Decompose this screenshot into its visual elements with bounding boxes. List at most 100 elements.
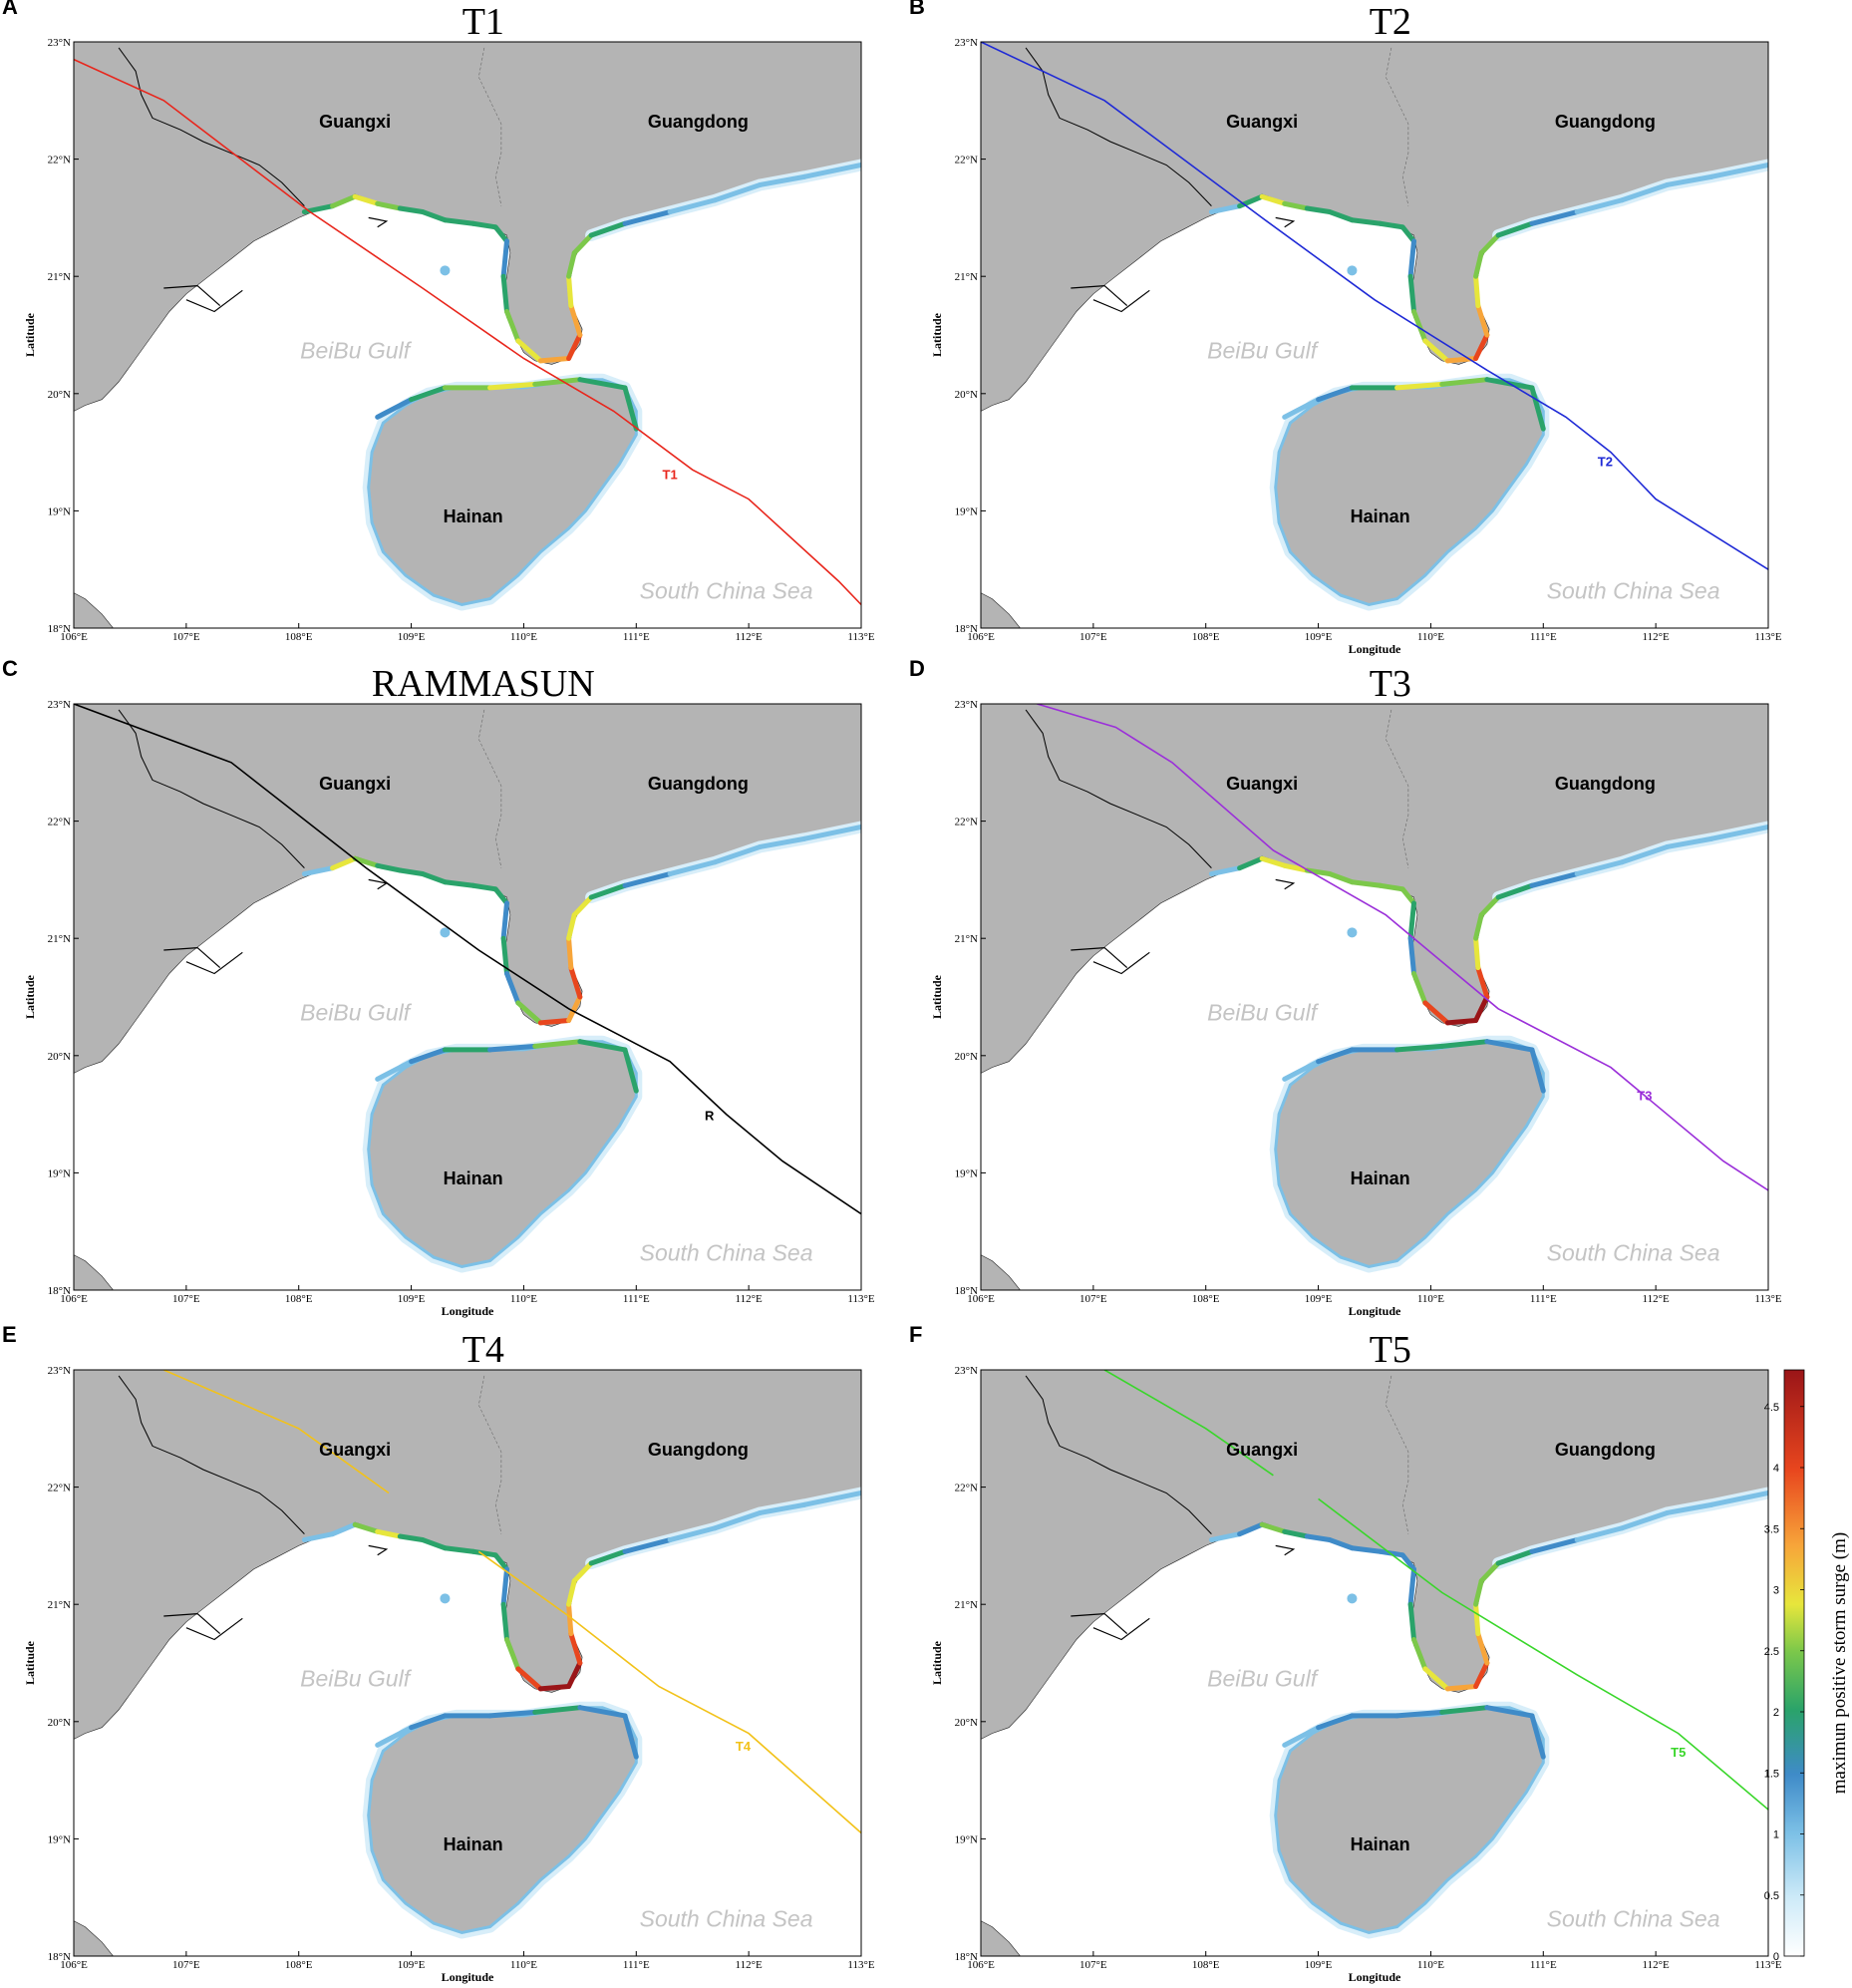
weizhou-islet [440,1593,451,1604]
leizhou-surge-coast [1473,912,1484,941]
country-border [118,1375,305,1534]
hainan-north-surge-coast [1484,1705,1535,1719]
island-cluster [1092,289,1150,313]
guangxi-surge-coast [1327,209,1355,223]
label-hainan: Hainan [1351,1834,1410,1854]
panel-title: T1 [463,1,504,43]
leizhou-surge-coast [566,994,583,1024]
guangxi-surge-coast [397,867,426,877]
map-area: Guangxi Guangdong Hainan BeiBu Gulf South Ch… [981,42,1768,628]
hainan-north-surge-coast [622,1047,639,1094]
hainan-north-surge-coast [622,1713,639,1760]
leizhou-surge-coast [500,238,509,279]
colorbar-tick-label: 0.5 [1764,1890,1779,1902]
hainan-north-surge-coast [1394,1043,1445,1053]
leizhou-surge-coast [1478,894,1501,918]
leizhou-surge-coast [1411,1636,1428,1672]
leizhou-surge-coast [1473,332,1490,362]
y-tick-label: 20°N [48,1051,71,1063]
guangdong-surge-coast [1619,181,1670,203]
guangxi-surge-coast [442,879,476,888]
panels-layer: Guangxi Guangdong Hainan BeiBu Gulf South Ch… [2,0,1782,1984]
island-cluster [1071,284,1128,307]
y-tick-label: 19°N [955,1833,978,1845]
leizhou-surge-coast [1407,238,1416,279]
typhoon-track [1037,704,1768,1191]
axes-frame [73,703,862,1291]
guangxi-surge-coast [1304,867,1333,877]
leizhou-surge-coast [500,1566,509,1607]
panel-letter: D [909,656,925,681]
y-tick-label: 19°N [48,1167,71,1179]
y-tick-label: 18°N [955,623,978,635]
hainan-north-surge-coast [532,1039,583,1049]
x-tick-label: 106°E [60,1959,88,1971]
label-beibu-gulf: BeiBu Gulf [300,338,413,364]
leizhou-surge-coast [566,332,583,362]
guangdong-surge-coast [1619,1509,1670,1531]
typhoon-track [981,42,1768,570]
guangdong-surge-coast [1709,824,1768,841]
guangdong-surge-coast [1709,1490,1768,1507]
guangxi-surge-coast [1378,220,1405,230]
hainan-north-surge-coast [1394,1709,1445,1719]
guangxi-surge-coast [301,865,336,877]
guangxi-surge-coast [492,224,509,244]
guangxi-surge-coast [470,882,498,892]
y-axis-title: Latitude [930,974,944,1019]
weizhou-islet [440,927,451,938]
label-guangdong: Guangdong [648,774,749,794]
x-axis-title: Longitude [1349,1304,1401,1318]
x-tick-label: 106°E [967,1959,995,1971]
y-tick-label: 23°N [48,37,71,49]
guangxi-surge-coast [1282,862,1310,873]
island-cluster [368,1544,389,1556]
guangdong-surge-coast [1709,162,1768,179]
guangdong-surge-coast [1529,871,1580,888]
leizhou-surge-coast [537,356,572,364]
label-south-china-sea: South China Sea [640,1906,813,1932]
colorbar-tick-label: 1 [1773,1829,1779,1841]
hainan-north-surge-coast [532,1705,583,1715]
x-axis-title: Longitude [442,1304,494,1318]
x-tick-label: 107°E [172,631,200,643]
hainan-north-surge-coast [577,1039,628,1053]
label-beibu-gulf: BeiBu Gulf [300,1666,413,1692]
guangxi-surge-coast [492,886,509,906]
colorbar-tick-label: 1.5 [1764,1768,1779,1780]
guangxi-surge-coast [352,855,381,868]
guangxi-surge-coast [1282,1528,1310,1539]
typhoon-track [162,1370,390,1494]
island-cluster [185,1617,243,1641]
vietnam-land [74,1920,114,1956]
leizhou-surge-coast [566,1601,574,1637]
y-tick-label: 20°N [48,1717,71,1729]
y-tick-label: 23°N [48,699,71,711]
track-label: T2 [1598,455,1613,470]
province-border [1386,1375,1409,1534]
hainan-north-surge-coast [1316,385,1355,403]
guangxi-surge-coast [375,1528,403,1539]
hainan-north-surge-coast [1529,1713,1546,1760]
panel-letter: F [909,1322,922,1347]
axes-frame [980,41,1769,629]
y-axis-title: Latitude [23,312,37,357]
y-axis-title: Latitude [930,1640,944,1685]
guangdong-surge-coast [1664,173,1715,187]
colorbar-tick-label: 0 [1773,1951,1779,1963]
x-tick-label: 110°E [510,1293,537,1305]
x-axis-title: Longitude [1349,1970,1401,1984]
guangxi-surge-coast [1259,193,1288,206]
country-border [1025,47,1212,206]
island-cluster [1275,216,1296,228]
panel-letter: E [2,1322,17,1347]
hainan-north-surge-coast [487,381,538,391]
island-cluster [163,284,221,307]
y-tick-label: 18°N [48,1285,71,1297]
panel-title: T4 [463,1329,504,1371]
y-tick-label: 23°N [48,1365,71,1377]
guangxi-surge-coast [1349,1545,1384,1554]
guangxi-surge-coast [1208,865,1243,877]
colorbar-tick-label: 3.5 [1764,1523,1779,1535]
x-tick-label: 108°E [285,1293,313,1305]
